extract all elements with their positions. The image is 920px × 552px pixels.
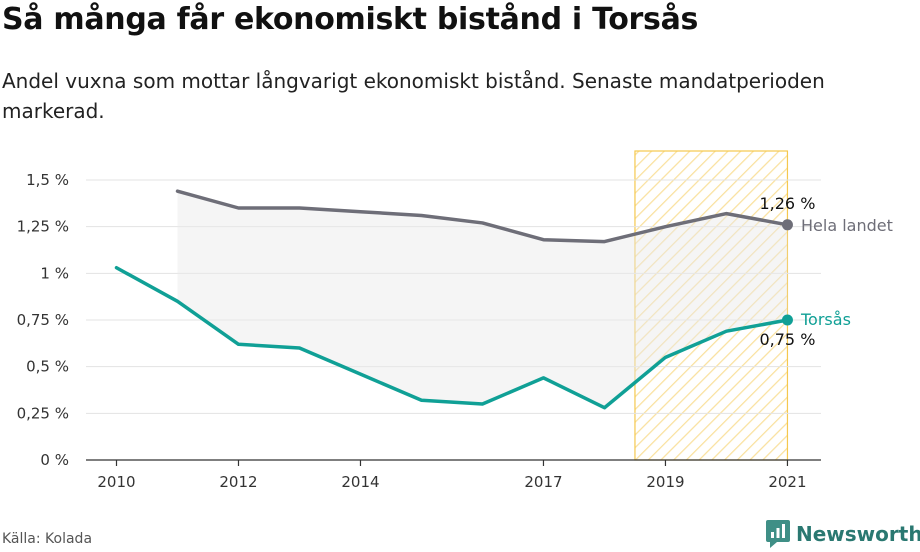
x-tick-label: 2021 <box>768 473 806 491</box>
end-point-hela-landet <box>781 219 793 231</box>
source-note: Källa: Kolada <box>2 531 93 547</box>
chart-bubble-icon <box>766 520 790 548</box>
y-tick-label: 0,5 % <box>26 358 69 376</box>
y-tick-label: 1 % <box>40 264 69 282</box>
area-between-series <box>177 191 788 408</box>
series-line-torsas <box>114 265 790 410</box>
gap-area <box>177 191 788 408</box>
series-name-hela-landet: Hela landet <box>801 216 893 235</box>
y-tick-label: 0,25 % <box>17 404 69 422</box>
highlight-rect <box>634 150 789 461</box>
newsworthy-logo: Newsworthy <box>765 519 920 549</box>
x-tick-label: 2017 <box>524 473 562 491</box>
grid-lines <box>86 179 821 414</box>
y-tick-label: 0 % <box>40 451 69 469</box>
end-point-torsas <box>781 314 793 326</box>
brand-name: Newsworthy <box>796 522 920 546</box>
chart-title: Så många får ekonomiskt bistånd i Torsås <box>2 2 699 37</box>
end-value-torsas: 0,75 % <box>759 330 815 349</box>
x-tick-label: 2010 <box>97 473 135 491</box>
axes: 0 % 0,25 % 0,5 % 0,75 % 1 % 1,25 % 1,5 % 2010 20… <box>17 171 821 491</box>
series-lines <box>114 189 790 410</box>
y-tick-label: 0,75 % <box>17 311 69 329</box>
chart-subtitle: Andel vuxna som mottar långvarigt ekonom… <box>2 69 825 123</box>
x-tick-label: 2014 <box>341 473 379 491</box>
x-tick-label: 2019 <box>646 473 684 491</box>
mandate-period-highlight <box>634 150 789 461</box>
end-value-hela-landet: 1,26 % <box>759 194 815 213</box>
x-tick-label: 2012 <box>219 473 257 491</box>
series-name-torsas: Torsås <box>800 310 851 329</box>
y-tick-label: 1,5 % <box>26 171 69 189</box>
y-tick-label: 1,25 % <box>17 218 69 236</box>
series-line-hela-landet <box>175 189 790 244</box>
